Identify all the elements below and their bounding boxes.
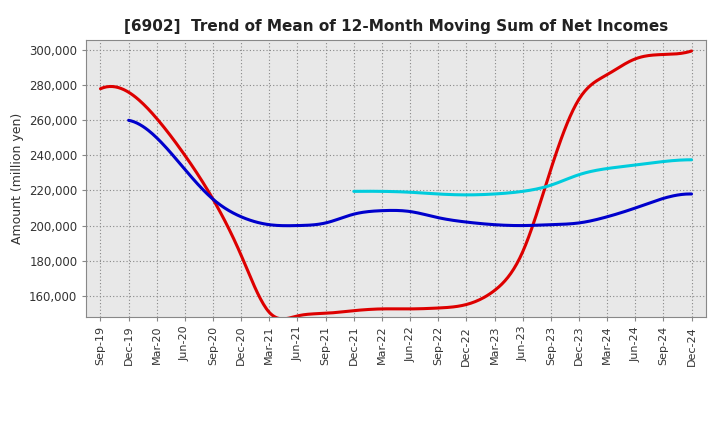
7 Years: [462, 192, 471, 198]
5 Years: [284, 223, 292, 228]
7 Years: [484, 192, 492, 197]
Line: 5 Years: 5 Years: [129, 120, 691, 226]
5 Years: [532, 223, 541, 228]
3 Years: [279, 316, 287, 322]
3 Years: [524, 235, 533, 240]
7 Years: [390, 189, 399, 194]
3 Years: [96, 86, 105, 92]
3 Years: [527, 226, 536, 231]
5 Years: [192, 180, 201, 185]
3 Years: [290, 314, 299, 319]
3 Years: [167, 135, 176, 140]
3 Years: [469, 300, 478, 305]
5 Years: [348, 212, 357, 217]
5 Years: [309, 222, 318, 227]
Y-axis label: Amount (million yen): Amount (million yen): [11, 113, 24, 244]
7 Years: [595, 167, 604, 172]
Line: 3 Years: 3 Years: [101, 51, 691, 319]
Line: 7 Years: 7 Years: [354, 160, 691, 195]
7 Years: [349, 189, 358, 194]
7 Years: [594, 167, 603, 172]
5 Years: [535, 223, 544, 228]
7 Years: [687, 157, 696, 162]
7 Years: [563, 176, 572, 182]
5 Years: [480, 221, 488, 227]
3 Years: [687, 48, 696, 54]
3 Years: [332, 310, 341, 315]
5 Years: [687, 191, 696, 197]
Title: [6902]  Trend of Mean of 12-Month Moving Sum of Net Incomes: [6902] Trend of Mean of 12-Month Moving …: [124, 19, 668, 34]
5 Years: [125, 117, 133, 123]
7 Years: [459, 192, 468, 198]
